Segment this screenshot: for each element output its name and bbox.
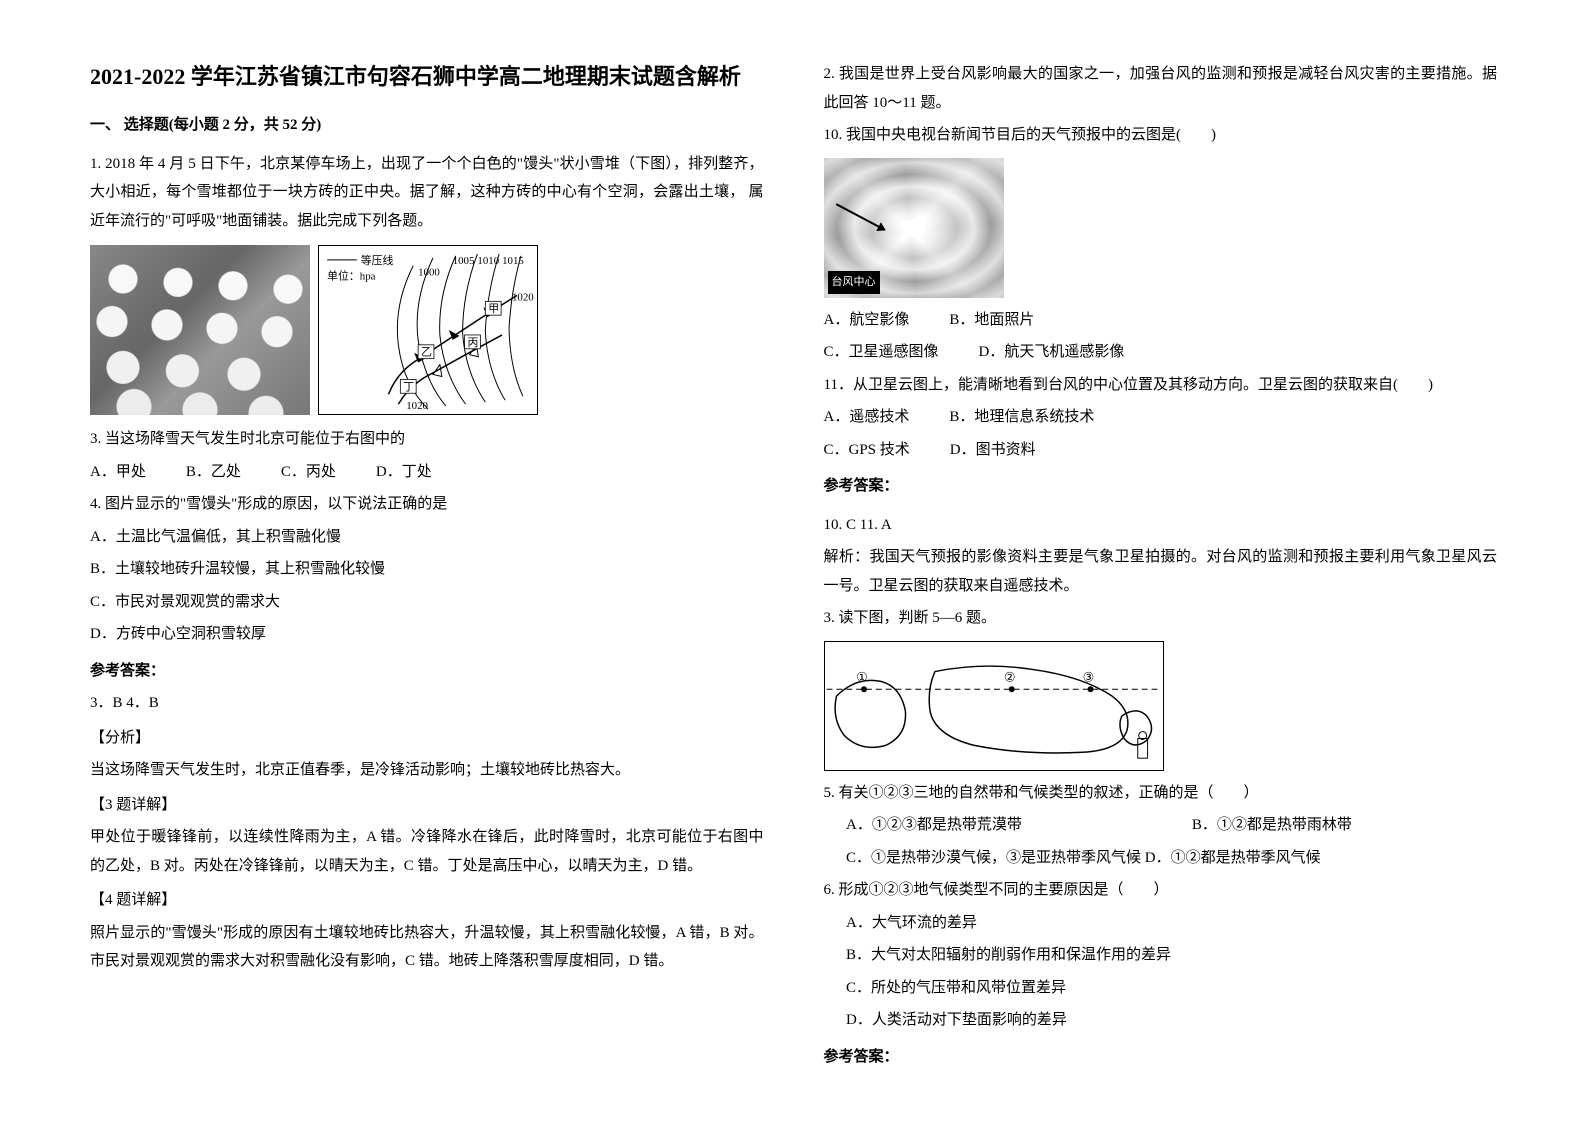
q3-opt-d: D．丁处 (376, 458, 432, 487)
q11-opt-b: B．地理信息系统技术 (949, 403, 1094, 432)
isobar-unit: 单位：hpa (327, 269, 375, 283)
q3-text: 3. 当这场降雪天气发生时北京可能位于右图中的 (90, 425, 764, 454)
snow-bun-photo (90, 245, 310, 415)
isobar-1005: 1005 (453, 255, 475, 267)
q10-opt-a: A．航空影像 (824, 306, 910, 335)
point-yi: 乙 (421, 346, 432, 359)
q3-opt-c: C．丙处 (281, 458, 336, 487)
isobar-legend: 等压线 (361, 253, 394, 267)
q10-opts-row1: A．航空影像 B．地面照片 (824, 306, 1498, 335)
q5-opts-row1: A．①②③都是热带荒漠带 B．①②都是热带雨林带 (824, 811, 1498, 840)
q5-opt-a: A．①②③都是热带荒漠带 (846, 811, 1022, 840)
q1-stem: 1. 2018 年 4 月 5 日下午，北京某停车场上，出现了一个个白色的"馒头… (90, 150, 764, 236)
q5-opt-c: C．①是热带沙漠气候，③是亚热带季风气候 (846, 850, 1141, 866)
q11-opt-d: D．图书资料 (950, 436, 1036, 465)
map-point-3: ③ (1082, 670, 1093, 684)
q10-opt-c: C．卫星遥感图像 (824, 338, 939, 367)
q1-answer: 3．B 4．B (90, 689, 764, 718)
q10-opts-row2: C．卫星遥感图像 D．航天飞机遥感影像 (824, 338, 1498, 367)
isobar-1020a: 1020 (512, 291, 534, 303)
q3-detail-label: 【3 题详解】 (90, 791, 764, 820)
typhoon-arrow-icon (835, 204, 885, 232)
q5-opts-row2: C．①是热带沙漠气候，③是亚热带季风气候 D．①②都是热带季风气候 (824, 844, 1498, 873)
q4-detail-text: 照片显示的"雪馒头"形成的原因有土壤较地砖比热容大，升温较慢，其上积雪融化较慢，… (90, 919, 764, 976)
isobar-map: 等压线 单位：hpa 1000 1005 1010 1015 1020 1020 (318, 245, 538, 415)
map-point-2: ② (1003, 670, 1014, 684)
q6-opt-a: A．大气环流的差异 (824, 909, 1498, 938)
q3-opt-a: A．甲处 (90, 458, 146, 487)
tropic-map: ① ② ③ (824, 641, 1164, 771)
q2-jiexi: 解析：我国天气预报的影像资料主要是气象卫星拍摄的。对台风的监测和预报主要利用气象… (824, 543, 1498, 600)
q4-text: 4. 图片显示的"雪馒头"形成的原因，以下说法正确的是 (90, 490, 764, 519)
q1-answer-label: 参考答案： (90, 657, 764, 686)
q11-opts-row2: C．GPS 技术 D．图书资料 (824, 436, 1498, 465)
section-1-heading: 一、 选择题(每小题 2 分，共 52 分) (90, 111, 764, 140)
q4-opt-b: B．土壤较地砖升温较慢，其上积雪融化较慢 (90, 555, 764, 584)
q3-options: A．甲处 B．乙处 C．丙处 D．丁处 (90, 458, 764, 487)
q2-answer: 10. C 11. A (824, 511, 1498, 540)
right-column: 2. 我国是世界上受台风影响最大的国家之一，加强台风的监测和预报是减轻台风灾害的… (824, 60, 1498, 1075)
q1-fenxi-label: 【分析】 (90, 724, 764, 753)
q10-opt-d: D．航天飞机遥感影像 (979, 338, 1125, 367)
q4-opt-c: C．市民对景观观赏的需求大 (90, 588, 764, 617)
q11-text: 11．从卫星云图上，能清晰地看到台风的中心位置及其移动方向。卫星云图的获取来自(… (824, 371, 1498, 400)
q11-opts-row1: A．遥感技术 B．地理信息系统技术 (824, 403, 1498, 432)
q6-opt-b: B．大气对太阳辐射的削弱作用和保温作用的差异 (824, 941, 1498, 970)
q3-detail-text: 甲处位于暖锋锋前，以连续性降雨为主，A 错。冷锋降水在锋后，此时降雪时，北京可能… (90, 823, 764, 880)
point-jia: 甲 (488, 303, 499, 315)
q1-figures: 等压线 单位：hpa 1000 1005 1010 1015 1020 1020 (90, 245, 764, 415)
point-ding: 丁 (403, 381, 414, 393)
q6-opt-c: C．所处的气压带和风带位置差异 (824, 974, 1498, 1003)
q11-opt-c: C．GPS 技术 (824, 436, 910, 465)
q4-opt-d: D．方砖中心空洞积雪较厚 (90, 620, 764, 649)
q6-text: 6. 形成①②③地气候类型不同的主要原因是（ ） (824, 876, 1498, 905)
q5-opt-b: B．①②都是热带雨林带 (1192, 811, 1352, 840)
exam-page: 2021-2022 学年江苏省镇江市句容石狮中学高二地理期末试题含解析 一、 选… (90, 60, 1497, 1075)
q2-stem: 2. 我国是世界上受台风影响最大的国家之一，加强台风的监测和预报是减轻台风灾害的… (824, 60, 1498, 117)
q4-opt-a: A．土温比气温偏低，其上积雪融化慢 (90, 523, 764, 552)
point-bing: 丙 (468, 337, 479, 349)
typhoon-image: 台风中心 (824, 158, 1004, 298)
typhoon-center-label: 台风中心 (828, 271, 880, 294)
q11-opt-a: A．遥感技术 (824, 403, 910, 432)
q4-detail-label: 【4 题详解】 (90, 886, 764, 915)
q6-opt-d: D．人类活动对下垫面影响的差异 (824, 1006, 1498, 1035)
q1-fenxi-text: 当这场降雪天气发生时，北京正值春季，是冷锋活动影响；土壤较地砖比热容大。 (90, 756, 764, 785)
q2-answer-label: 参考答案： (824, 472, 1498, 501)
q5-opt-d: D．①②都是热带季风气候 (1145, 850, 1321, 866)
q3-opt-b: B．乙处 (186, 458, 241, 487)
q5-text: 5. 有关①②③三地的自然带和气候类型的叙述，正确的是（ ） (824, 779, 1498, 808)
exam-title: 2021-2022 学年江苏省镇江市句容石狮中学高二地理期末试题含解析 (90, 60, 764, 93)
isobar-1000: 1000 (418, 267, 440, 279)
q3b-stem: 3. 读下图，判断 5—6 题。 (824, 604, 1498, 633)
left-column: 2021-2022 学年江苏省镇江市句容石狮中学高二地理期末试题含解析 一、 选… (90, 60, 764, 1075)
map-point-1: ① (856, 670, 867, 684)
q10-opt-b: B．地面照片 (949, 306, 1034, 335)
q10-text: 10. 我国中央电视台新闻节目后的天气预报中的云图是( ) (824, 121, 1498, 150)
q3b-answer-label: 参考答案： (824, 1043, 1498, 1072)
